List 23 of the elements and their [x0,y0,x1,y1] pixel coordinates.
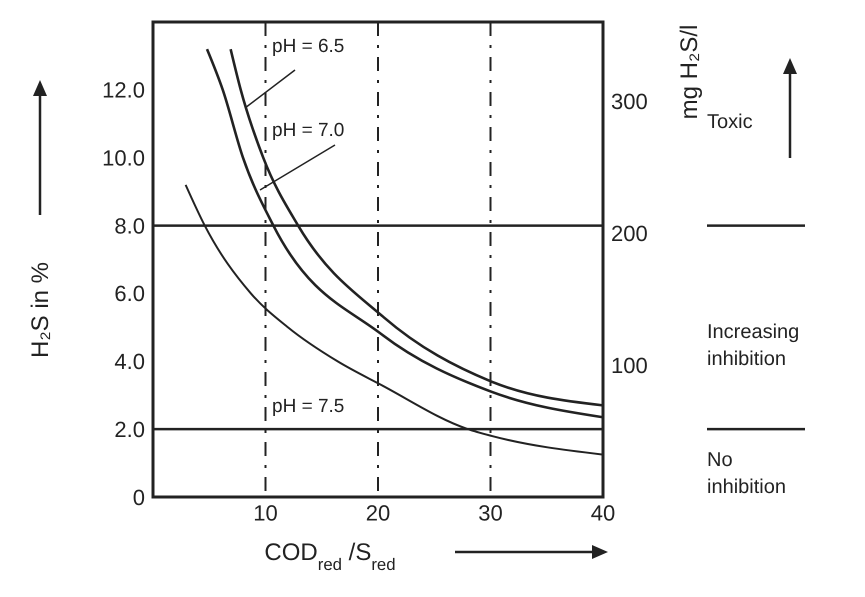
text: Increasing inhibition [707,321,800,370]
y-tick-label: 8.0 [114,213,145,238]
x-tick-label: 20 [366,500,390,526]
x-tick-label: 40 [590,500,616,526]
text: pH = 6.5 [272,36,344,57]
y-tick-label: 0 [132,484,145,510]
x-tick-label: 10 [253,500,278,526]
y-tick-label: 4.0 [114,349,145,374]
y-tick-label: 10.0 [102,146,145,171]
y2-axis-title: mg H₂S/l [676,24,703,120]
y-tick-label: 2.0 [114,416,145,442]
text: Toxic [707,111,753,133]
series-label: pH = 7.5 [272,396,344,417]
y2-tick-label: 200 [611,220,648,246]
x-axis-title: COD$_{red}$ /S$_{red}$ [264,539,396,574]
y-tick-label: 12.0 [102,78,145,103]
legend-label: pH = 7.0 [272,120,344,141]
x-tick-label: 30 [478,500,503,526]
text: No inhibition [707,449,786,498]
y-axis-title: H₂S in % [27,262,54,358]
y2-tick-label: 100 [611,352,648,378]
y-tick-label: 6.0 [114,281,145,306]
y2-tick-label: 300 [611,88,648,114]
